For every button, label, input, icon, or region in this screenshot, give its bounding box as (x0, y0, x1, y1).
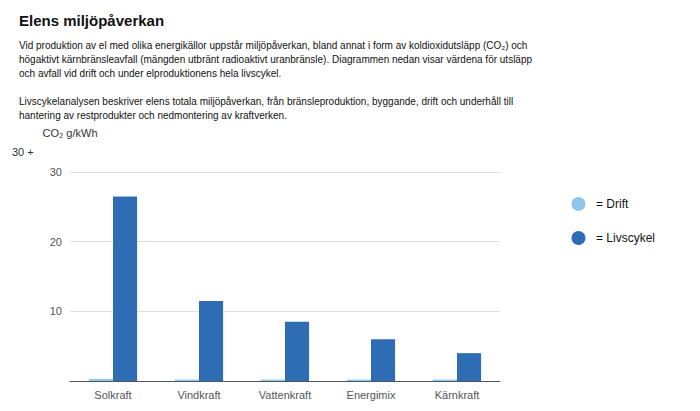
svg-text:10: 10 (50, 305, 62, 317)
svg-text:hantering av restprodukter och: hantering av restprodukter och nedmonter… (19, 110, 287, 121)
svg-text:Livscykelanalysen beskriver el: Livscykelanalysen beskriver elens totala… (19, 96, 513, 107)
svg-text:Kärnkraft: Kärnkraft (435, 389, 480, 401)
svg-text:Energimix: Energimix (347, 389, 396, 401)
svg-text:CO₂ g/kWh: CO₂ g/kWh (43, 127, 98, 139)
svg-text:Vid produktion av el med olika: Vid produktion av el med olika energikäl… (19, 40, 527, 51)
svg-text:Vattenkraft: Vattenkraft (259, 389, 311, 401)
svg-text:= Livscykel: = Livscykel (596, 231, 655, 245)
svg-text:Solkraft: Solkraft (94, 389, 131, 401)
svg-text:30 +: 30 + (12, 146, 34, 158)
svg-text:= Drift: = Drift (596, 197, 629, 211)
svg-text:högaktivt kärnbränsleavfall (m: högaktivt kärnbränsleavfall (mängden utb… (19, 54, 532, 65)
svg-text:Vindkraft: Vindkraft (177, 389, 220, 401)
svg-text:och avfall vid drift och under: och avfall vid drift och under elprodukt… (19, 68, 281, 79)
svg-text:20: 20 (50, 236, 62, 248)
svg-text:30: 30 (50, 166, 62, 178)
svg-text:Elens miljöpåverkan: Elens miljöpåverkan (19, 12, 164, 29)
